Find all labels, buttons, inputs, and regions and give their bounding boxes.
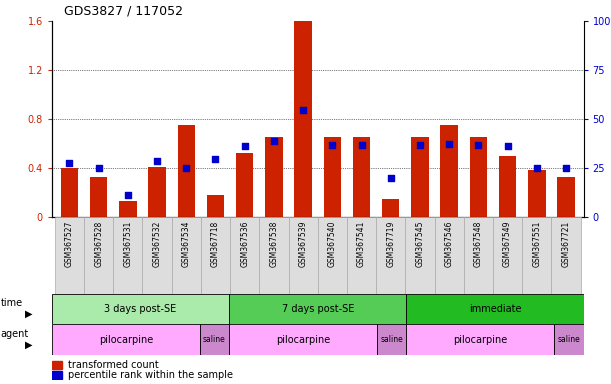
Bar	[464, 217, 493, 294]
Text: GSM367539: GSM367539	[299, 221, 307, 267]
Point	[415, 142, 425, 148]
Text: immediate: immediate	[469, 304, 521, 314]
Point	[211, 156, 221, 162]
Text: 3 days post-SE: 3 days post-SE	[104, 304, 177, 314]
Bar	[229, 294, 406, 324]
Bar	[178, 125, 195, 217]
Text: 7 days post-SE: 7 days post-SE	[282, 304, 354, 314]
Bar	[148, 167, 166, 217]
Bar	[318, 217, 347, 294]
Text: GSM367536: GSM367536	[240, 221, 249, 267]
Point	[93, 165, 103, 171]
Text: percentile rank within the sample: percentile rank within the sample	[68, 370, 233, 380]
Bar	[411, 137, 429, 217]
Bar	[405, 217, 434, 294]
Bar	[288, 217, 318, 294]
Text: pilocarpine: pilocarpine	[453, 335, 507, 345]
Bar	[522, 217, 551, 294]
Point	[503, 143, 513, 149]
Text: saline: saline	[380, 335, 403, 344]
Bar	[382, 199, 400, 217]
Text: GSM367534: GSM367534	[182, 221, 191, 267]
Bar	[493, 217, 522, 294]
Bar	[52, 371, 62, 379]
Bar	[201, 217, 230, 294]
Bar	[52, 294, 229, 324]
Bar	[236, 153, 254, 217]
Text: time: time	[1, 298, 23, 308]
Bar	[353, 137, 370, 217]
Point	[152, 157, 162, 164]
Text: GSM367549: GSM367549	[503, 221, 512, 267]
Bar	[406, 324, 554, 355]
Text: GSM367721: GSM367721	[562, 221, 571, 267]
Bar	[52, 324, 200, 355]
Bar	[528, 170, 546, 217]
Point	[65, 160, 75, 166]
Point	[561, 165, 571, 171]
Text: ▶: ▶	[25, 339, 32, 349]
Point	[386, 175, 396, 181]
Point	[357, 142, 367, 148]
Bar	[347, 217, 376, 294]
Point	[532, 165, 542, 171]
Text: saline: saline	[557, 335, 580, 344]
Point	[444, 141, 454, 147]
Text: GSM367541: GSM367541	[357, 221, 366, 267]
Text: pilocarpine: pilocarpine	[276, 335, 330, 345]
Bar	[295, 21, 312, 217]
Text: transformed count: transformed count	[68, 359, 159, 369]
Text: GSM367551: GSM367551	[532, 221, 541, 267]
Text: GSM367546: GSM367546	[445, 221, 453, 267]
Text: GSM367527: GSM367527	[65, 221, 74, 267]
Text: GSM367540: GSM367540	[328, 221, 337, 267]
Text: GSM367538: GSM367538	[269, 221, 279, 267]
Text: ▶: ▶	[25, 309, 32, 319]
Bar	[119, 201, 137, 217]
Bar	[377, 324, 406, 355]
Bar	[434, 217, 464, 294]
Text: GSM367548: GSM367548	[474, 221, 483, 267]
Bar	[84, 217, 113, 294]
Text: pilocarpine: pilocarpine	[98, 335, 153, 345]
Bar	[90, 177, 108, 217]
Bar	[554, 324, 584, 355]
Text: GSM367528: GSM367528	[94, 221, 103, 267]
Bar	[172, 217, 201, 294]
Bar	[142, 217, 172, 294]
Point	[123, 192, 133, 198]
Text: GSM367718: GSM367718	[211, 221, 220, 267]
Point	[474, 142, 483, 148]
Bar	[441, 125, 458, 217]
Bar	[200, 324, 229, 355]
Bar	[55, 217, 84, 294]
Point	[240, 143, 249, 149]
Text: agent: agent	[1, 329, 29, 339]
Bar	[551, 217, 580, 294]
Bar	[113, 217, 142, 294]
Bar	[52, 361, 62, 369]
Bar	[406, 294, 584, 324]
Bar	[470, 137, 487, 217]
Text: GSM367531: GSM367531	[123, 221, 133, 267]
Bar	[265, 137, 283, 217]
Point	[298, 108, 308, 114]
Bar	[230, 217, 259, 294]
Point	[327, 142, 337, 148]
Text: GSM367719: GSM367719	[386, 221, 395, 267]
Bar	[259, 217, 288, 294]
Point	[269, 138, 279, 144]
Bar	[499, 156, 516, 217]
Bar	[229, 324, 377, 355]
Bar	[207, 195, 224, 217]
Bar	[376, 217, 405, 294]
Text: saline: saline	[203, 335, 225, 344]
Bar	[60, 168, 78, 217]
Bar	[324, 137, 341, 217]
Bar	[557, 177, 575, 217]
Text: GDS3827 / 117052: GDS3827 / 117052	[64, 4, 183, 17]
Point	[181, 165, 191, 171]
Text: GSM367532: GSM367532	[153, 221, 161, 267]
Text: GSM367545: GSM367545	[415, 221, 425, 267]
